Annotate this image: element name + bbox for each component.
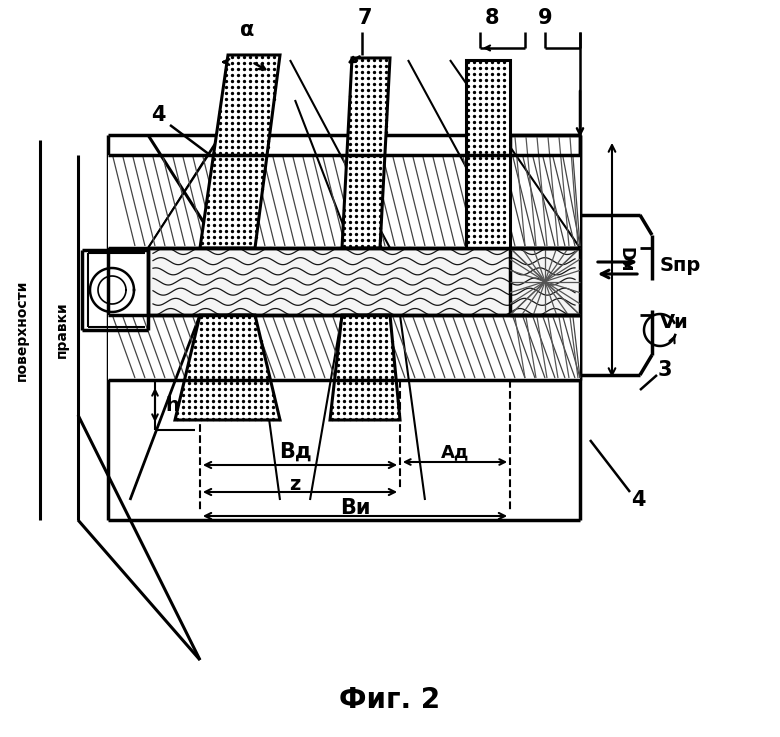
Text: правки: правки bbox=[55, 301, 69, 358]
Text: Вд: Вд bbox=[278, 442, 311, 462]
Text: поверхности: поверхности bbox=[15, 279, 29, 381]
Text: Фиг. 2: Фиг. 2 bbox=[339, 686, 441, 714]
Bar bbox=[148, 248, 580, 315]
Polygon shape bbox=[200, 55, 280, 248]
Text: 4: 4 bbox=[631, 490, 645, 510]
Polygon shape bbox=[466, 60, 510, 248]
Text: Sпр: Sпр bbox=[660, 256, 701, 274]
Text: 4: 4 bbox=[151, 105, 165, 125]
Polygon shape bbox=[330, 315, 400, 420]
Text: z: z bbox=[289, 475, 300, 494]
Bar bbox=[108, 315, 580, 380]
Text: Dи: Dи bbox=[616, 248, 634, 273]
Text: 9: 9 bbox=[537, 8, 552, 28]
Text: h: h bbox=[165, 396, 179, 414]
Text: Ви: Ви bbox=[340, 498, 370, 518]
Text: α: α bbox=[239, 20, 254, 40]
Bar bbox=[108, 155, 580, 248]
Text: 3: 3 bbox=[658, 360, 672, 380]
Text: 7: 7 bbox=[358, 8, 372, 28]
Polygon shape bbox=[342, 58, 390, 248]
Text: 8: 8 bbox=[484, 8, 499, 28]
Polygon shape bbox=[175, 315, 280, 420]
Text: Vи: Vи bbox=[660, 312, 689, 332]
Text: Ад: Ад bbox=[441, 443, 470, 461]
